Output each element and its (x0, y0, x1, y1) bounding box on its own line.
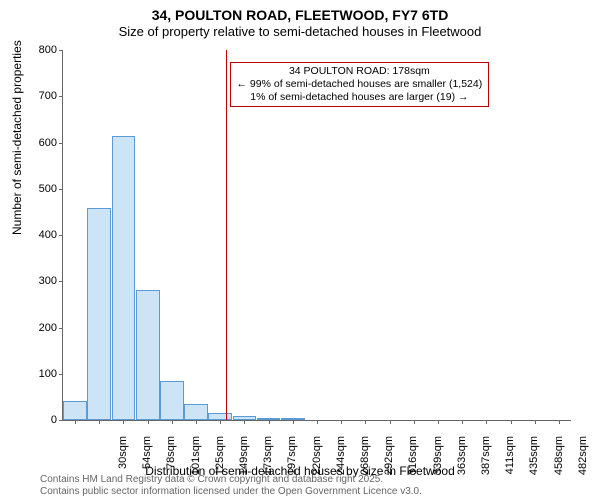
histogram-bar (63, 401, 87, 420)
y-tick-mark (59, 235, 63, 236)
x-tick-mark (99, 420, 100, 424)
x-tick-mark (172, 420, 173, 424)
x-tick-label: 458sqm (553, 436, 565, 486)
x-tick-mark (220, 420, 221, 424)
x-tick-mark (462, 420, 463, 424)
y-tick-label: 0 (25, 414, 57, 426)
x-tick-mark (244, 420, 245, 424)
x-tick-label: 387sqm (480, 436, 492, 486)
y-tick-label: 100 (25, 368, 57, 380)
y-tick-label: 800 (25, 44, 57, 56)
y-tick-mark (59, 143, 63, 144)
x-tick-label: 411sqm (504, 436, 516, 486)
x-tick-mark (123, 420, 124, 424)
y-tick-mark (59, 96, 63, 97)
x-tick-mark (293, 420, 294, 424)
annotation-box: 34 POULTON ROAD: 178sqm← 99% of semi-det… (230, 62, 490, 107)
y-tick-mark (59, 328, 63, 329)
x-tick-label: 435sqm (528, 436, 540, 486)
y-axis-label: Number of semi-detached properties (10, 40, 24, 235)
x-tick-mark (559, 420, 560, 424)
y-tick-mark (59, 420, 63, 421)
x-tick-mark (390, 420, 391, 424)
x-tick-mark (438, 420, 439, 424)
annotation-line: 1% of semi-detached houses are larger (1… (237, 91, 483, 104)
y-tick-label: 300 (25, 275, 57, 287)
plot-area: 010020030040050060070080030sqm54sqm78sqm… (62, 50, 571, 421)
y-tick-label: 400 (25, 229, 57, 241)
y-tick-mark (59, 281, 63, 282)
footer-attribution: Contains HM Land Registry data © Crown c… (40, 474, 422, 498)
x-tick-mark (486, 420, 487, 424)
y-tick-label: 600 (25, 137, 57, 149)
histogram-bar (136, 290, 160, 420)
histogram-bar (112, 136, 136, 420)
histogram-bar (160, 381, 184, 420)
y-tick-label: 500 (25, 183, 57, 195)
annotation-line: ← 99% of semi-detached houses are smalle… (237, 78, 483, 91)
x-tick-mark (196, 420, 197, 424)
y-tick-mark (59, 374, 63, 375)
property-marker-line (226, 50, 227, 420)
histogram-bar (184, 404, 208, 420)
x-tick-mark (341, 420, 342, 424)
x-tick-mark (535, 420, 536, 424)
annotation-line: 34 POULTON ROAD: 178sqm (237, 65, 483, 78)
chart-title: 34, POULTON ROAD, FLEETWOOD, FY7 6TD (0, 0, 600, 24)
chart-subtitle: Size of property relative to semi-detach… (0, 24, 600, 43)
x-tick-mark (365, 420, 366, 424)
x-tick-label: 339sqm (432, 436, 444, 486)
x-tick-mark (414, 420, 415, 424)
x-tick-mark (75, 420, 76, 424)
y-tick-label: 700 (25, 90, 57, 102)
y-tick-mark (59, 189, 63, 190)
histogram-bar (208, 413, 232, 420)
x-tick-label: 482sqm (577, 436, 589, 486)
y-tick-label: 200 (25, 322, 57, 334)
x-tick-label: 363sqm (456, 436, 468, 486)
footer-line-1: Contains HM Land Registry data © Crown c… (40, 474, 422, 486)
x-tick-mark (148, 420, 149, 424)
y-tick-mark (59, 50, 63, 51)
x-tick-mark (269, 420, 270, 424)
plot-container: 010020030040050060070080030sqm54sqm78sqm… (62, 50, 570, 420)
x-tick-mark (317, 420, 318, 424)
histogram-bar (87, 208, 111, 420)
x-tick-mark (511, 420, 512, 424)
footer-line-2: Contains public sector information licen… (40, 486, 422, 498)
